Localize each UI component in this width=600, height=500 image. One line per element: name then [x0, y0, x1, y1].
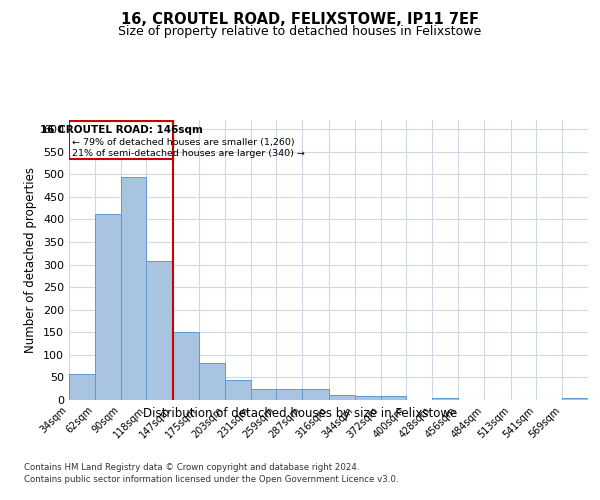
- Bar: [432, 398, 458, 400]
- FancyBboxPatch shape: [69, 122, 173, 160]
- Text: Contains public sector information licensed under the Open Government Licence v3: Contains public sector information licen…: [24, 475, 398, 484]
- Bar: [199, 363, 225, 400]
- Bar: [95, 214, 121, 400]
- Text: 16 CROUTEL ROAD: 146sqm: 16 CROUTEL ROAD: 146sqm: [40, 125, 203, 135]
- Text: Distribution of detached houses by size in Felixstowe: Distribution of detached houses by size …: [143, 408, 457, 420]
- Y-axis label: Number of detached properties: Number of detached properties: [25, 167, 37, 353]
- Bar: [251, 388, 277, 400]
- Bar: [173, 332, 199, 400]
- Bar: [329, 396, 355, 400]
- Bar: [69, 374, 95, 400]
- Bar: [302, 388, 329, 400]
- Bar: [355, 396, 380, 400]
- Bar: [146, 262, 173, 400]
- Text: ← 79% of detached houses are smaller (1,260): ← 79% of detached houses are smaller (1,…: [72, 138, 295, 147]
- Text: 16, CROUTEL ROAD, FELIXSTOWE, IP11 7EF: 16, CROUTEL ROAD, FELIXSTOWE, IP11 7EF: [121, 12, 479, 28]
- Text: Contains HM Land Registry data © Crown copyright and database right 2024.: Contains HM Land Registry data © Crown c…: [24, 462, 359, 471]
- Bar: [121, 177, 146, 400]
- Bar: [562, 398, 588, 400]
- Bar: [380, 396, 406, 400]
- Bar: [277, 388, 302, 400]
- Bar: [225, 380, 251, 400]
- Text: Size of property relative to detached houses in Felixstowe: Size of property relative to detached ho…: [118, 25, 482, 38]
- Text: 21% of semi-detached houses are larger (340) →: 21% of semi-detached houses are larger (…: [72, 148, 305, 158]
